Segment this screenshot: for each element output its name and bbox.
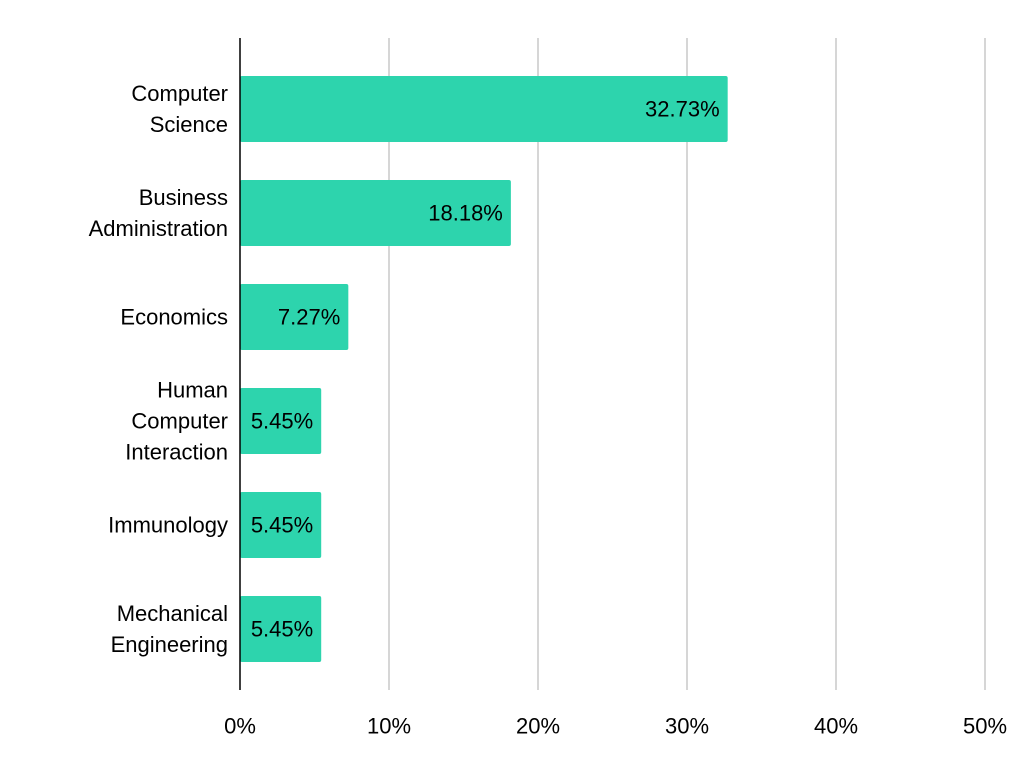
x-tick-label: 50% — [963, 714, 1007, 739]
bar — [240, 180, 511, 246]
bars — [240, 76, 728, 662]
bar — [240, 492, 322, 558]
category-label: Mechanical Engineering — [111, 601, 228, 657]
bar — [240, 284, 349, 350]
data-label: 32.73% — [645, 97, 720, 122]
category-label: Business Administration — [89, 185, 228, 241]
x-tick-label: 30% — [665, 714, 709, 739]
bar — [240, 596, 322, 662]
category-label: Computer Science — [131, 81, 228, 137]
category-label: Human Computer Interaction — [125, 378, 228, 465]
data-label: 5.45% — [251, 513, 313, 538]
labels: 32.73% 18.18% 7.27% 5.45% 5.45% 5.45% Computer… — [89, 81, 1007, 739]
grid-lines — [388, 38, 986, 690]
category-label: Immunology — [108, 513, 228, 538]
x-tick-label: 20% — [516, 714, 560, 739]
x-tick-label: 0% — [224, 714, 256, 739]
data-label: 5.45% — [251, 409, 313, 434]
data-label: 7.27% — [278, 305, 340, 330]
x-tick-label: 40% — [814, 714, 858, 739]
bar — [240, 76, 728, 142]
bar — [240, 388, 322, 454]
data-label: 5.45% — [251, 617, 313, 642]
category-label: Economics — [120, 305, 228, 330]
data-label: 18.18% — [428, 201, 503, 226]
x-tick-label: 10% — [367, 714, 411, 739]
